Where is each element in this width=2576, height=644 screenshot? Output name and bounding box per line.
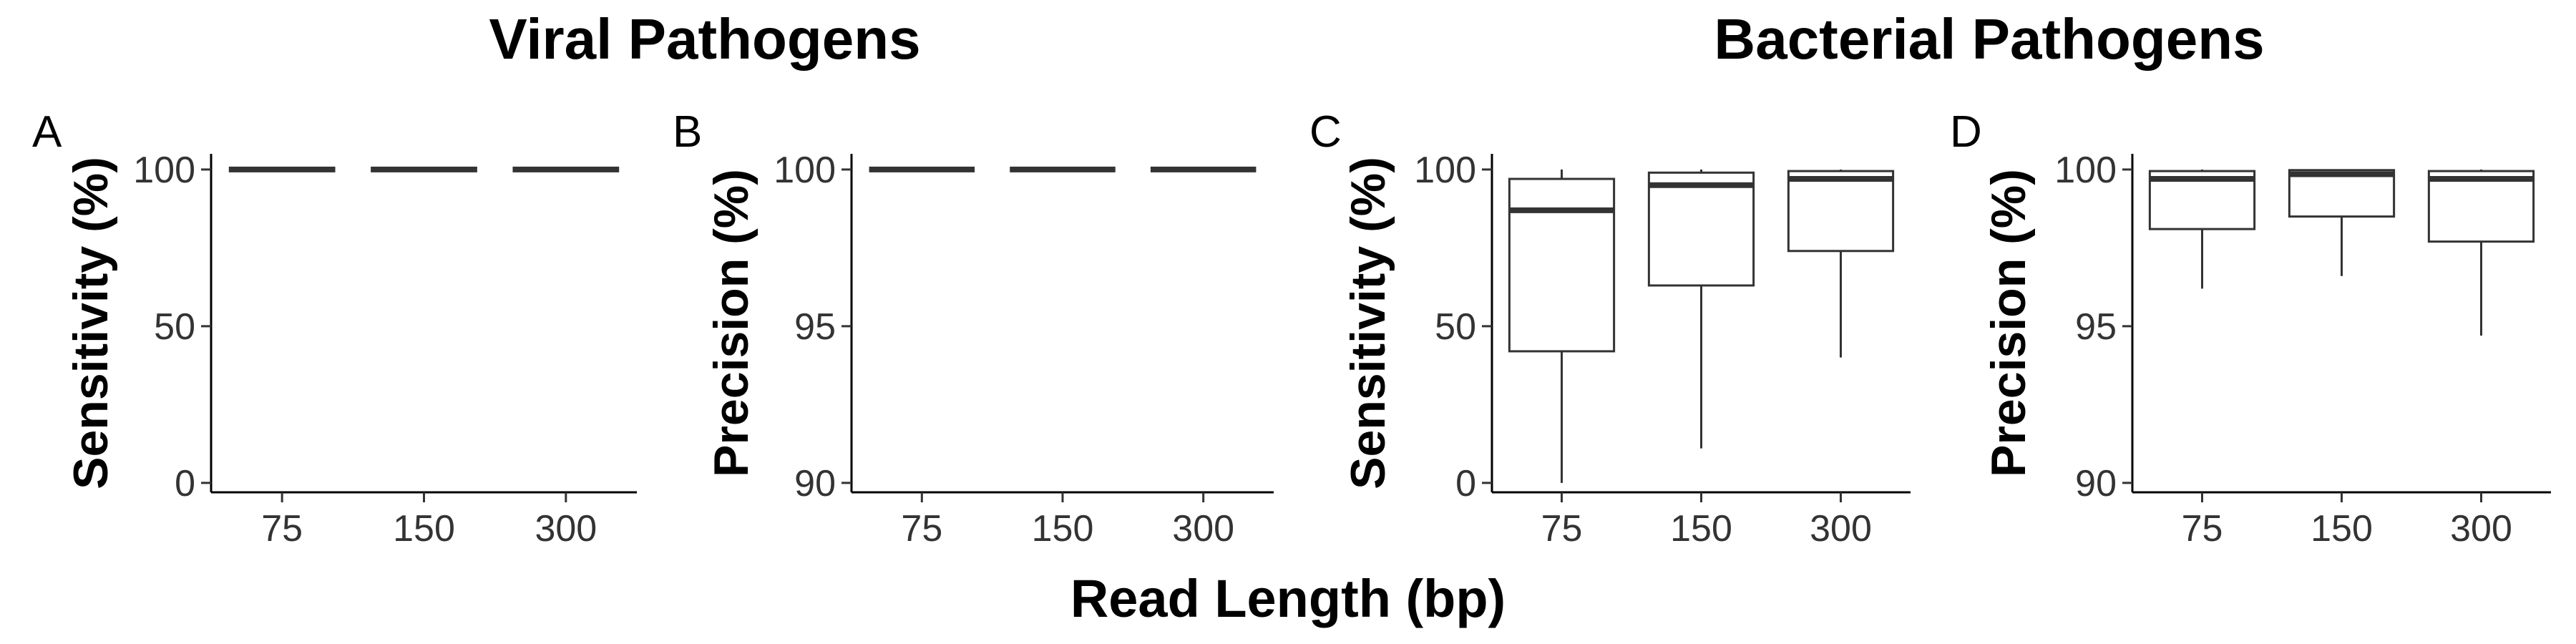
x-tick-label: 75 xyxy=(261,508,303,550)
y-tick-label: 95 xyxy=(794,306,836,348)
y-tick-label: 95 xyxy=(2075,306,2117,348)
box-150 xyxy=(1647,169,1755,449)
box-iqr xyxy=(1647,171,1755,287)
bacterial-pathogens-title: Bacterial Pathogens xyxy=(1714,7,2264,71)
y-tick-label: 0 xyxy=(175,463,195,504)
box-75 xyxy=(2148,169,2256,289)
x-tick-label: 300 xyxy=(2450,508,2512,550)
panel-tag: D xyxy=(1950,107,1982,157)
y-tick-label: 100 xyxy=(133,150,195,191)
x-tick-label: 300 xyxy=(1172,508,1234,550)
box-300 xyxy=(2427,169,2535,336)
x-tick-label: 300 xyxy=(535,508,597,550)
panel-d: D Precision (%) 90 95 100 75 150 300 xyxy=(1950,107,2551,550)
x-tick-label: 150 xyxy=(2311,508,2373,550)
box-150 xyxy=(2288,169,2396,276)
box-iqr xyxy=(1787,170,1895,253)
y-tick-label: 90 xyxy=(2075,463,2117,504)
y-axis-label: Sensitivity (%) xyxy=(64,157,118,489)
y-tick-label: 0 xyxy=(1455,463,1476,504)
x-tick-label: 75 xyxy=(901,508,942,550)
x-tick-label: 300 xyxy=(1810,508,1872,550)
x-tick-label: 150 xyxy=(1032,508,1094,550)
panel-tag: B xyxy=(673,107,702,157)
box-iqr xyxy=(1508,177,1616,353)
y-tick-label: 100 xyxy=(774,150,836,191)
panel-tag: A xyxy=(32,107,62,157)
y-axis-label: Sensitivity (%) xyxy=(1341,157,1395,489)
panel-tag: C xyxy=(1309,107,1342,157)
box-300 xyxy=(1787,169,1895,358)
x-tick-label: 75 xyxy=(1541,508,1583,550)
x-tick-label: 150 xyxy=(393,508,455,550)
y-tick-label: 90 xyxy=(794,463,836,504)
box-iqr xyxy=(2427,170,2535,243)
y-tick-label: 50 xyxy=(154,306,195,348)
y-axis-label: Precision (%) xyxy=(704,169,758,477)
x-tick-label: 75 xyxy=(2182,508,2223,550)
x-axis-label: Read Length (bp) xyxy=(1070,569,1506,628)
y-axis-label: Precision (%) xyxy=(1981,169,2036,477)
y-tick-label: 100 xyxy=(1414,150,1476,191)
box-75 xyxy=(1508,169,1616,483)
y-tick-label: 100 xyxy=(2054,150,2117,191)
viral-pathogens-title: Viral Pathogens xyxy=(489,7,920,71)
box-iqr xyxy=(2288,169,2396,218)
x-tick-label: 150 xyxy=(1670,508,1732,550)
y-tick-label: 50 xyxy=(1435,306,1476,348)
